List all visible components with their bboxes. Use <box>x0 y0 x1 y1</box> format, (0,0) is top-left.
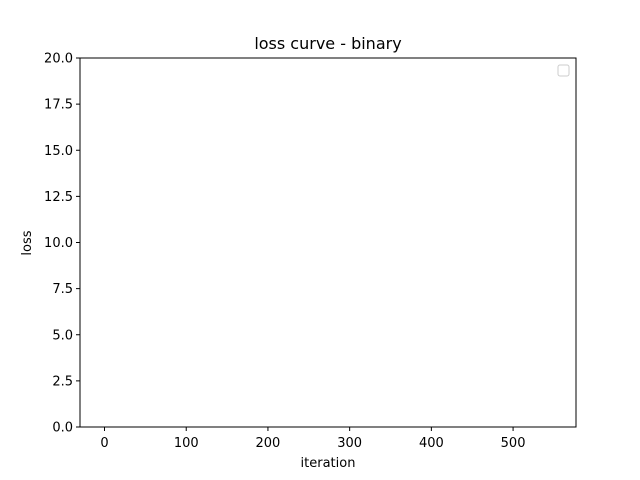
x-axis-label: iteration <box>301 456 356 471</box>
chart-title: loss curve - binary <box>254 34 401 53</box>
x-tick-label: 300 <box>337 436 362 451</box>
legend-box <box>557 64 570 77</box>
y-tick-label: 10.0 <box>44 236 73 251</box>
y-axis-label: loss <box>20 230 35 255</box>
y-tick-label: 20.0 <box>44 52 73 67</box>
y-tick-label: 12.5 <box>44 190 73 205</box>
x-tick-label: 500 <box>501 436 526 451</box>
y-tick-label: 15.0 <box>44 144 73 159</box>
y-tick-label: 2.5 <box>52 374 73 389</box>
y-tick-label: 5.0 <box>52 328 73 343</box>
y-tick-label: 17.5 <box>44 98 73 113</box>
y-axis: 0.0 2.5 5.0 7.5 10.0 12.5 15.0 17.5 20.0 <box>44 52 80 436</box>
x-tick-label: 100 <box>174 436 199 451</box>
y-tick-label: 0.0 <box>52 421 73 436</box>
x-axis: 0 100 200 300 400 500 <box>100 427 525 451</box>
x-tick-label: 0 <box>100 436 108 451</box>
x-tick-label: 400 <box>419 436 444 451</box>
plot-area-frame <box>79 57 577 428</box>
y-tick-label: 7.5 <box>52 282 73 297</box>
x-tick-label: 200 <box>256 436 281 451</box>
